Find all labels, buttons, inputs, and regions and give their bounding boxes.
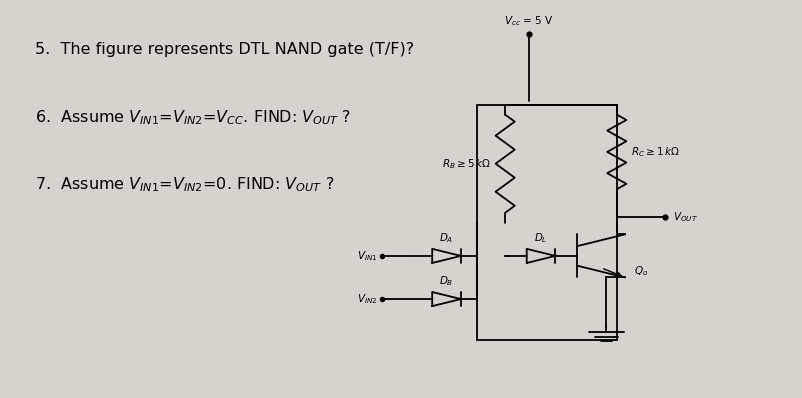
Text: $R_C \geq 1\,k\Omega$: $R_C \geq 1\,k\Omega$ bbox=[630, 145, 679, 159]
Bar bbox=[476, 105, 616, 340]
Text: $V_{OUT}$: $V_{OUT}$ bbox=[672, 210, 697, 224]
Text: $R_B \geq 5\,k\Omega$: $R_B \geq 5\,k\Omega$ bbox=[441, 157, 490, 171]
Text: 5.  The figure represents DTL NAND gate (T/F)?: 5. The figure represents DTL NAND gate (… bbox=[34, 42, 413, 57]
Text: $D_A$: $D_A$ bbox=[439, 231, 453, 245]
Text: 6.  Assume $V_{IN1}$=$V_{IN2}$=$V_{CC}$. FIND: $V_{OUT}$ ?: 6. Assume $V_{IN1}$=$V_{IN2}$=$V_{CC}$. … bbox=[34, 109, 350, 127]
Text: $V_{IN2}$: $V_{IN2}$ bbox=[357, 292, 377, 306]
Text: $Q_o$: $Q_o$ bbox=[633, 264, 647, 277]
Text: $V_{cc}$ = 5 V: $V_{cc}$ = 5 V bbox=[504, 14, 553, 28]
Text: $V_{IN1}$: $V_{IN1}$ bbox=[356, 249, 377, 263]
Text: $D_B$: $D_B$ bbox=[439, 274, 453, 288]
Text: $D_L$: $D_L$ bbox=[533, 231, 547, 245]
Text: 7.  Assume $V_{IN1}$=$V_{IN2}$=0. FIND: $V_{OUT}$ ?: 7. Assume $V_{IN1}$=$V_{IN2}$=0. FIND: $… bbox=[34, 176, 334, 194]
